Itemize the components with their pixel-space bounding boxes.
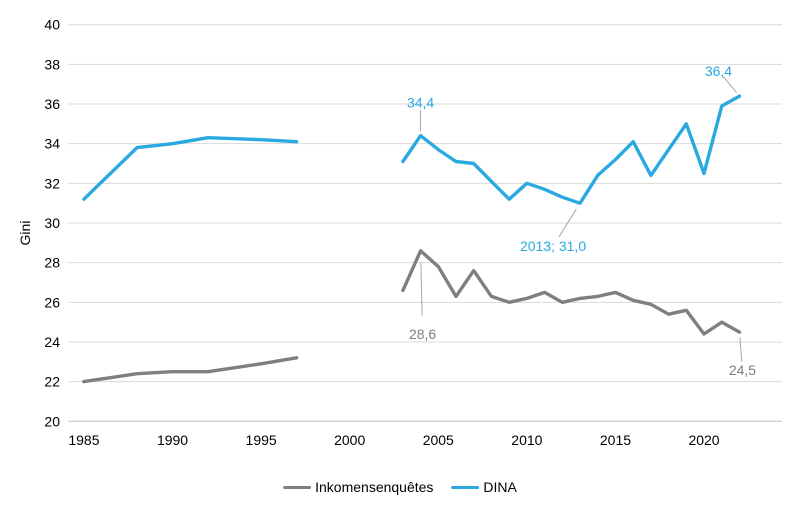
legend-label-inkomensenquetes: Inkomensenquêtes: [315, 479, 434, 495]
y-tick-label: 38: [44, 56, 60, 72]
x-tick-label: 1990: [157, 432, 188, 448]
y-tick-label: 22: [44, 374, 60, 390]
annotation-leader: [420, 262, 423, 316]
legend-item-dina: DINA: [451, 479, 517, 495]
x-tick-label: 2005: [423, 432, 454, 448]
y-tick-label: 32: [44, 175, 60, 191]
series-line-dina: [401, 94, 742, 205]
x-tick-label: 2015: [600, 432, 631, 448]
y-tick-label: 36: [44, 96, 60, 112]
legend-item-inkomensenquetes: Inkomensenquêtes: [283, 479, 433, 495]
series-line-dina: [82, 135, 299, 201]
series-line-inkomensenqu-tes: [401, 249, 742, 336]
legend-label-dina: DINA: [483, 479, 517, 495]
annotation-36-4: 36,4: [705, 63, 732, 79]
annotation-leader: [739, 337, 743, 362]
x-tick-label: 2000: [334, 432, 365, 448]
x-tick-label: 1995: [246, 432, 277, 448]
y-axis-title: Gini: [17, 220, 33, 246]
y-tick-label: 26: [44, 294, 60, 310]
y-tick-label: 30: [44, 215, 60, 231]
annotation-leader: [558, 208, 577, 237]
annotation-34-4: 34,4: [407, 95, 434, 111]
x-tick-label: 1985: [68, 432, 99, 448]
annotation-2013-31-0: 2013; 31,0: [520, 238, 586, 254]
annotation-28-6: 28,6: [409, 326, 436, 342]
annotation-24-5: 24,5: [729, 362, 756, 378]
y-tick-label: 40: [44, 17, 60, 33]
y-tick-label: 24: [44, 334, 60, 350]
legend: Inkomensenquêtes DINA: [283, 479, 517, 495]
series-line-inkomensenqu-tes: [82, 356, 299, 384]
x-tick-label: 2020: [688, 432, 719, 448]
annotation-leader: [722, 76, 737, 93]
y-tick-label: 28: [44, 255, 60, 271]
x-tick-label: 2010: [511, 432, 542, 448]
y-tick-label: 34: [44, 136, 60, 152]
y-tick-label: 20: [44, 413, 60, 429]
legend-swatch-dina: [451, 485, 480, 489]
legend-swatch-inkomensenquetes: [283, 485, 312, 489]
